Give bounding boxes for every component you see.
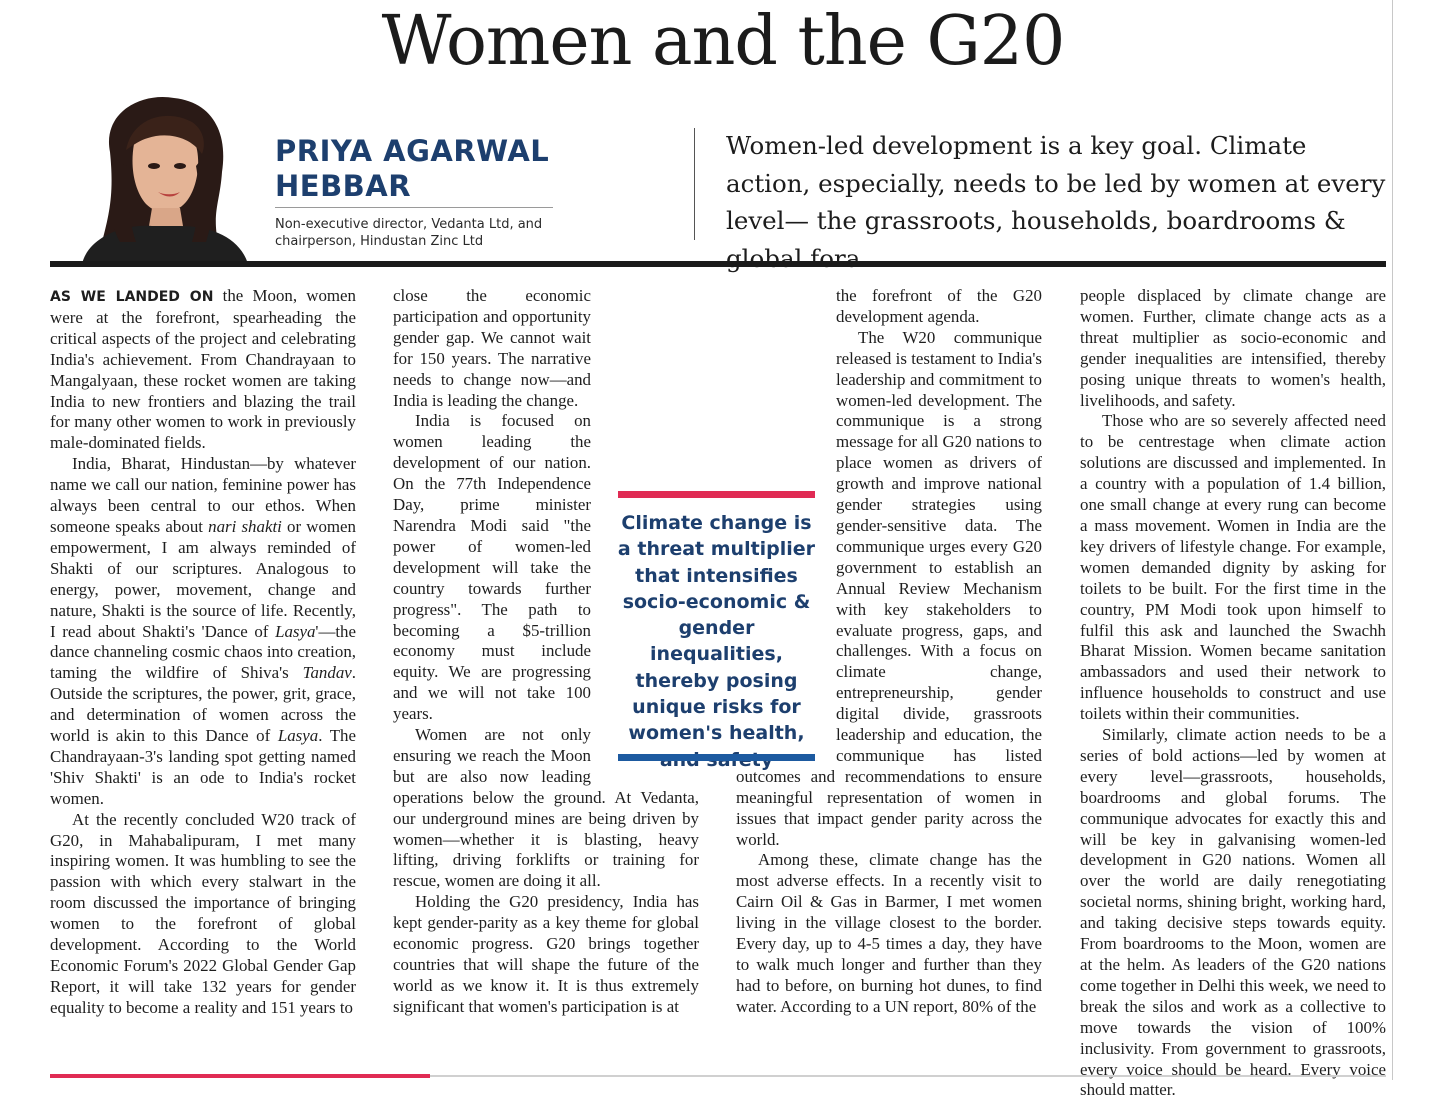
footer-accent [50,1074,430,1078]
name-rule [275,207,553,208]
pullquote-bottom-bar [618,754,815,761]
paragraph-2: India, Bharat, Hindustan—by whatever nam… [50,454,356,809]
paragraph-2-italic-2: Lasya [275,621,316,641]
paragraph-3-cont: close the economic participation and opp… [393,286,591,410]
paragraph-2-text-d: . Outside the scriptures, the power, gri… [50,663,356,746]
footer-rule [50,1075,1386,1077]
author-portrait [82,96,248,264]
paragraph-3: At the recently concluded W20 track of G… [50,809,356,1017]
margin-rule [1392,0,1393,1080]
header-divider [694,128,695,240]
paragraph-6-cont: the forefront of the G20 development age… [836,286,1042,326]
article-column-3: the forefront of the G20 development age… [736,286,1042,1018]
paragraph-6: Holding the G20 presidency, India has ke… [393,892,699,1016]
paragraph-1: AS WE LANDED ON the Moon, women were at … [50,286,356,454]
article-column-2: close the economic participation and opp… [393,286,699,1018]
paragraph-10: Similarly, climate action needs to be a … [1080,725,1386,1100]
paragraph-8-cont: people displaced by climate change are w… [1080,286,1386,410]
paragraph-2-text-a: India, Bharat, Hindustan—by whatever nam… [50,454,356,536]
paragraph-2-italic-4: Lasya [277,726,319,746]
paragraph-8: Among these, climate change has the most… [736,850,1042,1016]
pullquote-top-bar [618,491,815,498]
author-name-line2: HEBBAR [275,169,412,203]
author-name-line1: PRIYA AGARWAL [275,134,550,168]
author-title-line1: Non-executive director, Vedanta Ltd, and [275,217,543,232]
author-title-line2: chairperson, Hindustan Zinc Ltd [275,234,484,249]
paragraph-2-text-b: or women empowerment, I am always remind… [50,516,356,641]
lead-in: AS WE LANDED ON [50,289,214,305]
author-title: Non-executive director, Vedanta Ltd, and… [275,216,575,250]
paragraph-7: The W20 communique released is testament… [736,327,1042,849]
pull-quote: Climate change is a threat multiplier th… [617,512,816,771]
headline: Women and the G20 [381,2,1066,81]
paragraph-2-text-c: '—the dance channeling cosmic chaos into… [50,621,356,683]
paragraph-2-text-e: . The Chandrayaan-3's landing spot getti… [50,726,356,808]
paragraph-2-italic-3: Tandav [302,663,352,683]
article-column-1: AS WE LANDED ON the Moon, women were at … [50,286,356,1019]
paragraph-1-text: the Moon, women were at the forefront, s… [50,286,356,453]
author-name: PRIYA AGARWAL HEBBAR [275,134,575,204]
paragraph-4: India is focused on women leading the de… [393,411,591,724]
paragraph-9: Those who are so severely affected need … [1080,411,1386,724]
paragraph-2-italic-1: nari shakti [208,516,282,536]
standfirst: Women-led development is a key goal. Cli… [726,131,1386,273]
paragraph-5: Women are not only ensuring we reach the… [393,725,699,891]
section-rule [50,261,1386,267]
article-column-4: people displaced by climate change are w… [1080,286,1386,1101]
